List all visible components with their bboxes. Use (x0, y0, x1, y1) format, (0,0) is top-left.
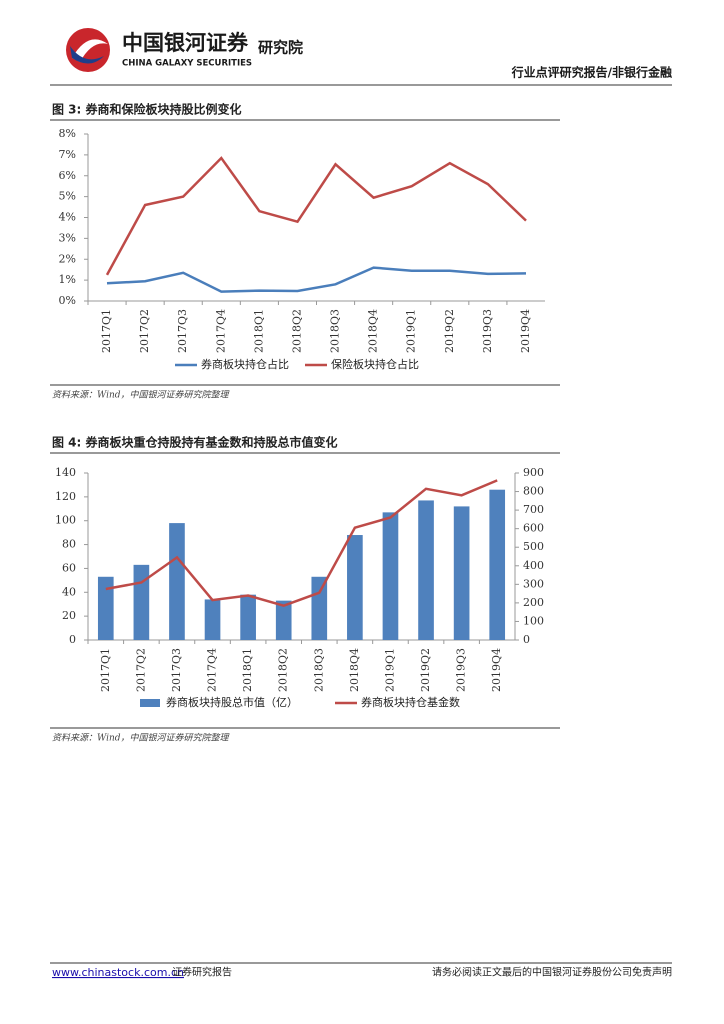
x-tick-label: 2017Q3 (176, 309, 189, 353)
bar (489, 489, 506, 640)
y-tick-label: 1% (59, 273, 76, 286)
y-tick-label: 60 (62, 561, 76, 574)
x-tick-label: 2019Q2 (443, 309, 456, 353)
bar (347, 535, 363, 640)
bar (133, 564, 150, 640)
logo (66, 28, 110, 72)
y-tick-label: 0 (69, 633, 76, 646)
bar (169, 523, 185, 640)
bar (275, 600, 292, 640)
line-series (106, 266, 527, 293)
y-tick-label: 5% (59, 190, 76, 203)
y-tick-label: 20 (62, 609, 76, 622)
y-tick-label: 140 (55, 466, 76, 479)
bar (204, 599, 221, 640)
source: 资料来源：Wind，中国银河证券研究院整理 (52, 733, 231, 744)
x-tick-label: 2018Q3 (312, 648, 325, 692)
y2-tick-label: 400 (523, 559, 544, 572)
y2-tick-label: 0 (523, 633, 530, 646)
logo-en: CHINA GALAXY SECURITIES (122, 59, 252, 69)
y-tick-label: 8% (59, 127, 76, 140)
x-tick-label: 2017Q3 (170, 648, 183, 692)
bar (382, 512, 399, 640)
report-type: 行业点评研究报告/非银行金融 (511, 65, 672, 80)
institute: 研究院 (258, 39, 303, 57)
x-tick-label: 2019Q4 (519, 309, 532, 353)
y2-tick-label: 600 (523, 522, 544, 535)
legend-label: 保险板块持仓占比 (331, 357, 419, 371)
x-tick-label: 2017Q4 (206, 648, 219, 692)
x-tick-label: 2018Q1 (241, 648, 254, 692)
bar (453, 506, 470, 640)
y-tick-label: 6% (59, 169, 76, 182)
y-tick-label: 100 (55, 514, 76, 527)
y-tick-label: 3% (59, 231, 76, 244)
x-tick-label: 2017Q2 (138, 309, 151, 353)
bar (240, 594, 256, 640)
bar (97, 576, 114, 640)
y-tick-label: 80 (62, 538, 76, 551)
y-tick-label: 4% (59, 211, 76, 224)
website[interactable]: www.chinastock.com.cn (52, 966, 184, 979)
x-tick-label: 2019Q1 (405, 309, 418, 353)
source: 资料来源：Wind，中国银河证券研究院整理 (52, 390, 231, 401)
legend-swatch (140, 699, 160, 707)
y-tick-label: 0% (59, 294, 76, 307)
legend-label: 券商板块持股总市值（亿） (166, 695, 298, 709)
y2-tick-label: 300 (523, 577, 544, 590)
y2-tick-label: 200 (523, 596, 544, 609)
x-tick-label: 2017Q2 (134, 648, 147, 692)
x-tick-label: 2017Q1 (99, 648, 112, 692)
figure-title: 图 4: 券商板块重仓持股持有基金数和持股总市值变化 (52, 435, 338, 450)
x-tick-label: 2019Q3 (455, 648, 468, 692)
x-tick-label: 2019Q4 (490, 648, 503, 692)
disclaimer: 请务必阅读正文最后的中国银河证券股份公司免责声明 (432, 966, 672, 979)
y-tick-label: 120 (55, 490, 76, 503)
x-tick-label: 2019Q2 (419, 648, 432, 692)
y2-tick-label: 800 (523, 485, 544, 498)
logo-swirl (72, 39, 108, 62)
y2-tick-label: 500 (523, 540, 544, 553)
y-tick-label: 2% (59, 252, 76, 265)
y2-tick-label: 700 (523, 503, 544, 516)
line-series (105, 479, 498, 608)
legend-label: 券商板块持仓基金数 (361, 695, 460, 709)
y2-tick-label: 100 (523, 614, 544, 627)
legend-label: 券商板块持仓占比 (201, 357, 289, 371)
x-tick-label: 2018Q4 (348, 648, 361, 692)
x-tick-label: 2019Q3 (481, 309, 494, 353)
bar (311, 576, 328, 640)
x-tick-label: 2019Q1 (383, 648, 396, 692)
y2-tick-label: 900 (523, 466, 544, 479)
x-tick-label: 2018Q4 (367, 309, 380, 353)
x-tick-label: 2018Q2 (290, 309, 303, 353)
x-tick-label: 2018Q3 (329, 309, 342, 353)
line-series (105, 156, 527, 276)
y-tick-label: 40 (62, 585, 76, 598)
x-tick-label: 2018Q2 (277, 648, 290, 692)
y-tick-label: 7% (59, 148, 76, 161)
x-tick-label: 2017Q4 (214, 309, 227, 353)
footer-label: 证券研究报告 (172, 966, 232, 979)
x-tick-label: 2018Q1 (252, 309, 265, 353)
bar (418, 500, 434, 640)
logo-cn: 中国银河证券 (122, 31, 249, 55)
figure-title: 图 3: 券商和保险板块持股比例变化 (52, 102, 242, 117)
x-tick-label: 2017Q1 (100, 309, 113, 353)
logo-swirl (70, 46, 104, 64)
